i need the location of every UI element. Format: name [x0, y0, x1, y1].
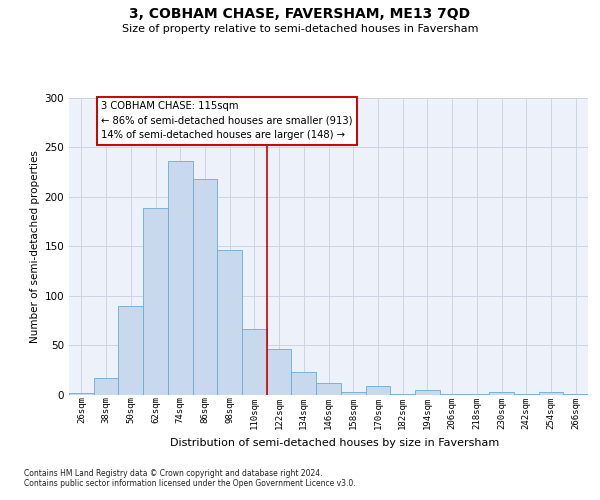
Text: Size of property relative to semi-detached houses in Faversham: Size of property relative to semi-detach…	[122, 24, 478, 34]
Bar	[168, 161, 193, 395]
Bar	[69, 393, 94, 395]
Bar	[464, 394, 489, 395]
Bar	[118, 306, 143, 395]
Bar	[539, 392, 563, 395]
Bar	[440, 394, 464, 395]
Bar	[242, 328, 267, 395]
Bar	[316, 383, 341, 395]
Bar	[217, 250, 242, 395]
Y-axis label: Number of semi-detached properties: Number of semi-detached properties	[30, 150, 40, 342]
Bar	[365, 386, 390, 395]
Bar	[489, 392, 514, 395]
Bar	[514, 394, 539, 395]
Text: Contains HM Land Registry data © Crown copyright and database right 2024.
Contai: Contains HM Land Registry data © Crown c…	[24, 469, 356, 488]
Bar	[415, 390, 440, 395]
Bar	[341, 392, 365, 395]
Text: 3 COBHAM CHASE: 115sqm
← 86% of semi-detached houses are smaller (913)
14% of se: 3 COBHAM CHASE: 115sqm ← 86% of semi-det…	[101, 102, 353, 140]
Bar	[94, 378, 118, 395]
Text: 3, COBHAM CHASE, FAVERSHAM, ME13 7QD: 3, COBHAM CHASE, FAVERSHAM, ME13 7QD	[130, 8, 470, 22]
Bar	[193, 179, 217, 395]
Bar	[143, 208, 168, 395]
Bar	[563, 394, 588, 395]
Bar	[292, 372, 316, 395]
Bar	[267, 350, 292, 395]
Text: Distribution of semi-detached houses by size in Faversham: Distribution of semi-detached houses by …	[170, 438, 499, 448]
Bar	[390, 394, 415, 395]
